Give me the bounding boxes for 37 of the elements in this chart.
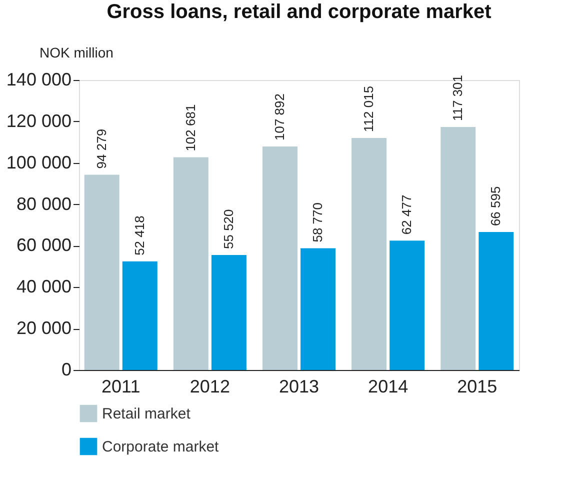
y-tick-label: 40 000	[16, 276, 72, 297]
data-label: 58 770	[310, 202, 326, 242]
bar	[440, 127, 476, 370]
x-tick-label: 2013	[278, 376, 320, 396]
bar	[352, 138, 387, 370]
bar	[173, 157, 208, 370]
data-label: 66 595	[488, 186, 504, 226]
chart-title: Gross loans, retail and corporate market	[106, 1, 492, 23]
data-label: 62 477	[399, 194, 414, 235]
y-axis-title: NOK million	[40, 44, 114, 60]
data-label: 102 681	[182, 104, 198, 152]
y-tick-label: 100 000	[6, 152, 72, 172]
legend-label: Retail market	[102, 406, 192, 422]
data-label: 117 301	[450, 74, 466, 122]
y-tick-label: 140 000	[6, 70, 72, 90]
bar	[300, 248, 336, 370]
data-label: 94 279	[94, 128, 109, 169]
data-label: 112 015	[361, 86, 376, 132]
bar	[262, 146, 298, 370]
x-tick-label: 2014	[368, 376, 408, 396]
bar	[122, 261, 158, 370]
y-tick-label: 20 000	[16, 318, 72, 338]
data-label: 55 520	[220, 209, 236, 249]
data-label: 52 418	[132, 216, 147, 256]
y-tick-label: 80 000	[16, 194, 72, 214]
data-label: 107 892	[272, 94, 287, 141]
y-tick-label: 0	[61, 360, 72, 380]
bar	[84, 174, 120, 370]
legend-label: Corporate market	[102, 438, 220, 456]
bar	[478, 232, 514, 370]
y-tick-label: 60 000	[16, 235, 72, 256]
y-tick-label: 120 000	[6, 110, 72, 131]
x-tick-label: 2011	[102, 376, 140, 396]
x-tick-label: 2015	[457, 376, 498, 396]
bar	[390, 240, 425, 370]
bar	[211, 254, 246, 370]
x-tick-label: 2012	[190, 376, 230, 396]
